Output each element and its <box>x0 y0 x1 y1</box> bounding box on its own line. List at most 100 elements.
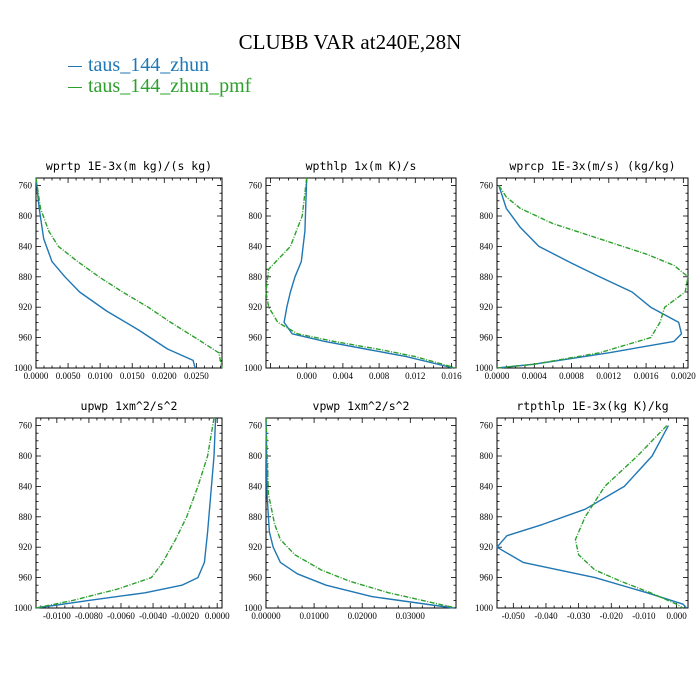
x-tick-label: 0.0200 <box>152 371 177 381</box>
y-tick-label: 1000 <box>244 603 263 613</box>
x-tick-label: 0.0020 <box>671 371 696 381</box>
x-tick-label: 0.01000 <box>299 611 329 621</box>
y-tick-label: 880 <box>19 272 33 282</box>
x-tick-label: -0.0080 <box>75 611 103 621</box>
x-tick-label: 0.0008 <box>559 371 584 381</box>
panel-frame-5 <box>265 417 457 609</box>
x-tick-label: 0.012 <box>405 371 425 381</box>
x-tick-label: 0.0250 <box>184 371 209 381</box>
x-tick-label: 0.000 <box>666 611 687 621</box>
y-tick-label: 960 <box>19 333 33 343</box>
x-tick-label: 0.0000 <box>485 371 510 381</box>
panel-title-3: wprcp 1E-3x(m/s) (kg/kg) <box>509 159 675 173</box>
x-tick-label: -0.0100 <box>43 611 71 621</box>
panel-title-2: wpthlp 1x(m K)/s <box>306 159 417 173</box>
x-tick-label: -0.0040 <box>139 611 167 621</box>
series-line-green <box>265 177 457 369</box>
series-line-green <box>496 185 689 369</box>
y-tick-label: 760 <box>19 181 33 191</box>
y-tick-label: 880 <box>480 512 494 522</box>
y-tick-label: 920 <box>249 302 263 312</box>
x-tick-label: -0.040 <box>534 611 558 621</box>
y-tick-label: 800 <box>480 211 494 221</box>
y-tick-label: 840 <box>249 481 263 491</box>
panel-frame-2 <box>265 177 457 369</box>
x-tick-label: 0.0016 <box>634 371 659 381</box>
y-tick-label: 880 <box>480 272 494 282</box>
x-tick-label: -0.030 <box>567 611 591 621</box>
x-tick-label: 0.0050 <box>56 371 81 381</box>
y-tick-label: 960 <box>480 333 494 343</box>
y-tick-label: 1000 <box>475 603 494 613</box>
x-tick-label: -0.0020 <box>171 611 199 621</box>
x-tick-label: -0.0060 <box>107 611 135 621</box>
y-tick-label: 840 <box>19 241 33 251</box>
series-line-blue <box>35 417 217 609</box>
y-tick-label: 1000 <box>244 363 263 373</box>
page-title: CLUBB VAR at240E,28N <box>238 30 462 54</box>
y-tick-label: 880 <box>249 512 263 522</box>
series-line-green <box>265 417 457 609</box>
y-tick-label: 1000 <box>14 363 33 373</box>
x-tick-label: 0.0100 <box>88 371 113 381</box>
series-line-blue <box>35 177 196 369</box>
y-tick-label: 760 <box>249 421 263 431</box>
y-tick-label: 960 <box>249 573 263 583</box>
y-tick-label: 760 <box>249 181 263 191</box>
series-line-green <box>574 425 684 609</box>
y-tick-label: 800 <box>19 451 33 461</box>
y-tick-label: 920 <box>249 542 263 552</box>
y-tick-label: 760 <box>480 421 494 431</box>
y-tick-label: 920 <box>19 542 33 552</box>
y-tick-label: 840 <box>19 481 33 491</box>
legend-label-1: taus_144_zhun <box>88 54 210 76</box>
x-tick-label: 0.0150 <box>120 371 145 381</box>
y-tick-label: 800 <box>249 211 263 221</box>
series-line-blue <box>283 177 454 369</box>
y-tick-label: 840 <box>480 241 494 251</box>
series-line-green <box>35 177 223 369</box>
y-tick-label: 880 <box>249 272 263 282</box>
y-tick-label: 960 <box>249 333 263 343</box>
panel-title-4: upwp 1xm^2/s^2 <box>81 399 178 413</box>
y-tick-label: 760 <box>480 181 494 191</box>
x-tick-label: 0.0000 <box>24 371 49 381</box>
x-tick-label: 0.00000 <box>251 611 281 621</box>
x-tick-label: 0.02000 <box>348 611 378 621</box>
y-tick-label: 1000 <box>475 363 494 373</box>
x-tick-label: 0.000 <box>297 371 318 381</box>
x-tick-label: 0.03000 <box>396 611 426 621</box>
y-tick-label: 960 <box>19 573 33 583</box>
x-tick-label: -0.050 <box>502 611 526 621</box>
x-tick-label: 0.008 <box>369 371 390 381</box>
y-tick-label: 840 <box>480 481 494 491</box>
x-tick-label: 0.016 <box>441 371 462 381</box>
series-line-blue <box>265 417 454 609</box>
series-line-blue <box>496 425 687 609</box>
legend-entry-2: taus_144_zhun_pmf <box>68 75 251 98</box>
x-tick-label: -0.010 <box>632 611 656 621</box>
y-tick-label: 960 <box>480 573 494 583</box>
y-tick-label: 840 <box>249 241 263 251</box>
y-tick-label: 800 <box>480 451 494 461</box>
series-line-green <box>35 417 215 609</box>
y-tick-label: 920 <box>480 302 494 312</box>
legend-line-green <box>68 86 82 88</box>
y-tick-label: 760 <box>19 421 33 431</box>
x-tick-label: 0.0000 <box>205 611 230 621</box>
panel-title-1: wprtp 1E-3x(m kg)/(s kg) <box>46 159 212 173</box>
y-tick-label: 800 <box>249 451 263 461</box>
x-tick-label: 0.004 <box>333 371 354 381</box>
panel-frame-6 <box>496 417 689 609</box>
x-tick-label: 0.0012 <box>596 371 621 381</box>
y-tick-label: 920 <box>19 302 33 312</box>
y-tick-label: 1000 <box>14 603 33 613</box>
x-tick-label: 0.0004 <box>522 371 547 381</box>
x-tick-label: -0.020 <box>600 611 624 621</box>
y-tick-label: 920 <box>480 542 494 552</box>
panel-title-6: rtpthlp 1E-3x(kg K)/kg <box>516 399 668 413</box>
panel-frame-3 <box>496 177 689 369</box>
legend-entry-1: taus_144_zhun <box>68 54 209 77</box>
legend-line-blue <box>68 65 82 67</box>
